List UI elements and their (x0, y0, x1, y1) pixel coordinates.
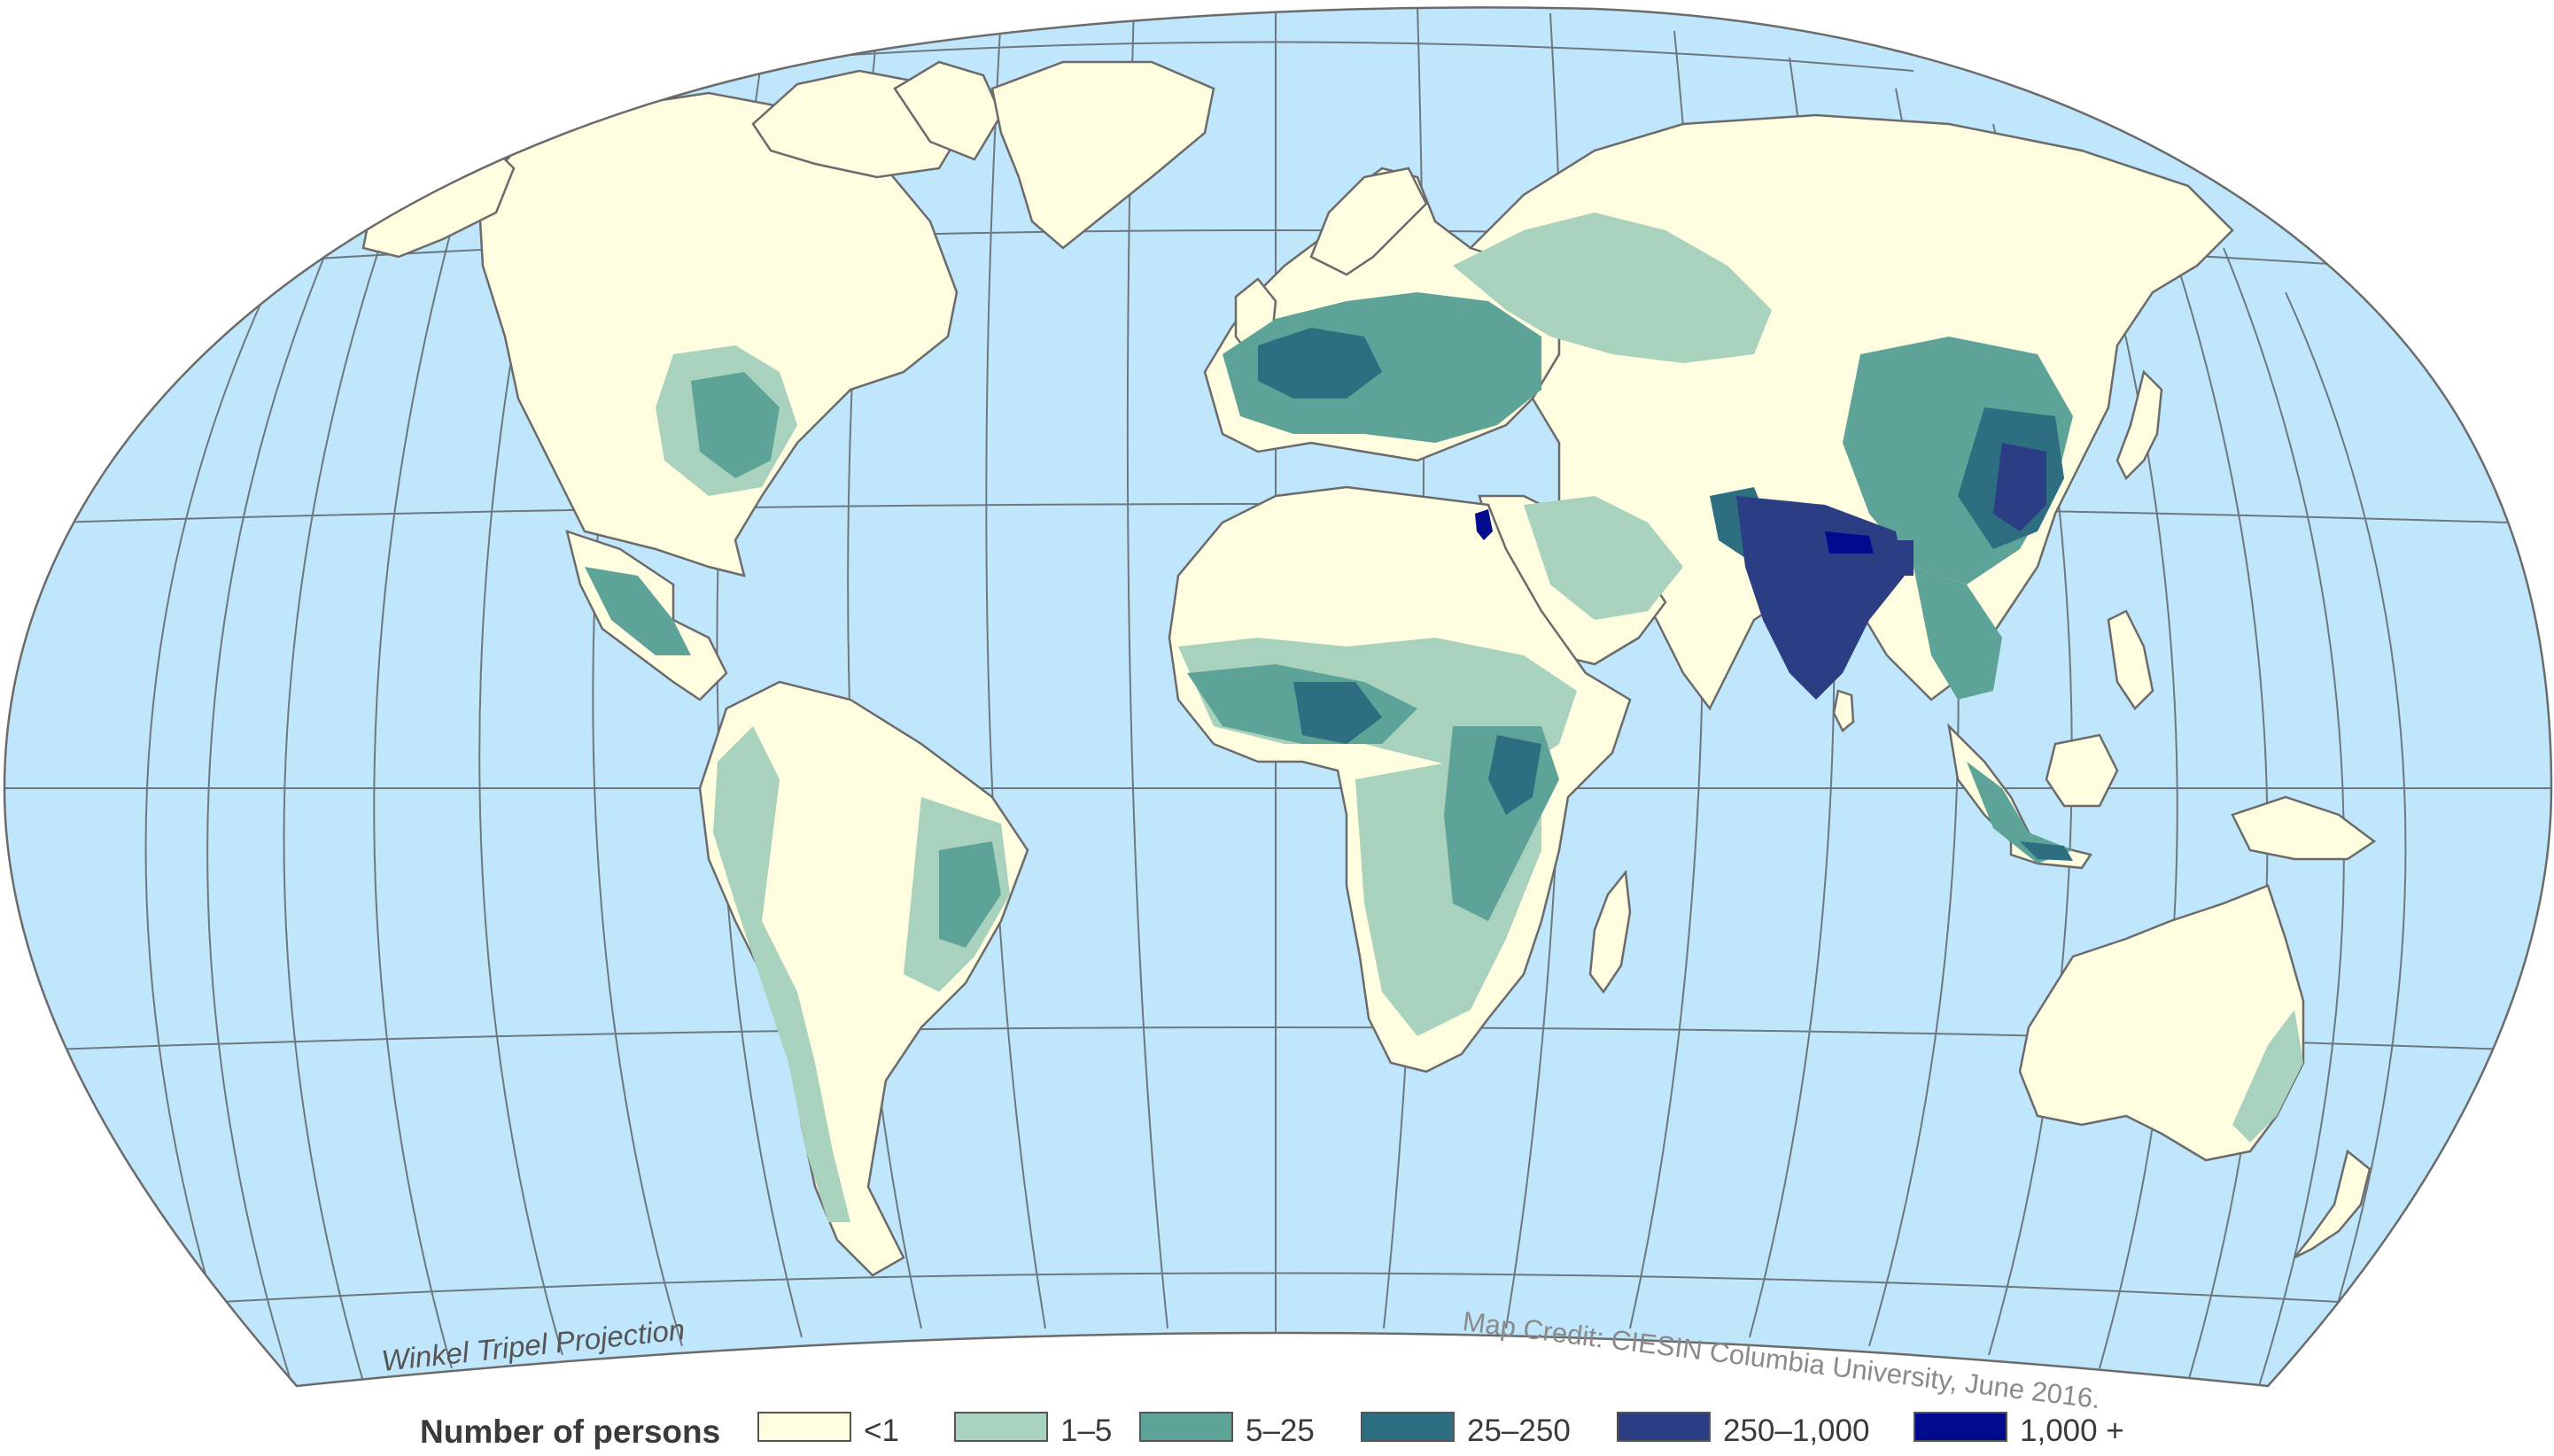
scandinavia (1309, 167, 1428, 276)
philippines (2107, 609, 2154, 710)
legend-swatch (1914, 1412, 2007, 1442)
legend-label: 25–250 (1467, 1413, 1571, 1448)
borneo (2045, 733, 2119, 808)
legend-label: 250–1,000 (1723, 1413, 1870, 1448)
density-brazil-coast (939, 841, 1001, 948)
sri-lanka (1832, 689, 1855, 732)
legend-swatch (954, 1412, 1048, 1442)
density-western-europe (1258, 328, 1382, 399)
density-bangladesh (1887, 540, 1914, 576)
legend-swatch (1617, 1412, 1711, 1442)
density-mexico (585, 567, 691, 655)
japan (2115, 369, 2163, 481)
legend-label: <1 (864, 1413, 899, 1448)
new-guinea (2231, 795, 2377, 861)
density-java (2020, 841, 2073, 861)
density-south-america-west (713, 726, 850, 1222)
legend-label: 1–5 (1060, 1413, 1113, 1448)
density-nile-delta (1475, 509, 1493, 540)
density-nigeria (1293, 682, 1382, 744)
legend: Number of persons <1 1–5 5–25 25–250 250… (0, 1394, 2554, 1456)
density-east-china-dense (1993, 443, 2046, 531)
legend-label: 1,000 + (2020, 1413, 2124, 1448)
new-zealand (2294, 1149, 2372, 1259)
legend-swatch (1139, 1412, 1233, 1442)
density-eurasia-moderate (1453, 213, 1772, 363)
density-australia-east (2232, 1010, 2303, 1142)
density-middle-east (1524, 496, 1683, 620)
projection-outline (3, 6, 2553, 1388)
legend-swatch (1361, 1412, 1455, 1442)
legend-label: 5–25 (1246, 1413, 1315, 1448)
density-ganges (1825, 531, 1874, 554)
greenland (990, 60, 1215, 250)
density-europe (1223, 292, 1541, 443)
population-density-layers (585, 213, 2303, 1222)
density-indonesia (1967, 762, 2073, 864)
density-ethiopia-lakes (1488, 735, 1541, 815)
density-southeast-asia (1914, 567, 2002, 700)
legend-swatch (757, 1412, 851, 1442)
legend-title: Number of persons (420, 1413, 721, 1450)
density-east-us (691, 372, 780, 478)
madagascar (1588, 869, 1632, 995)
